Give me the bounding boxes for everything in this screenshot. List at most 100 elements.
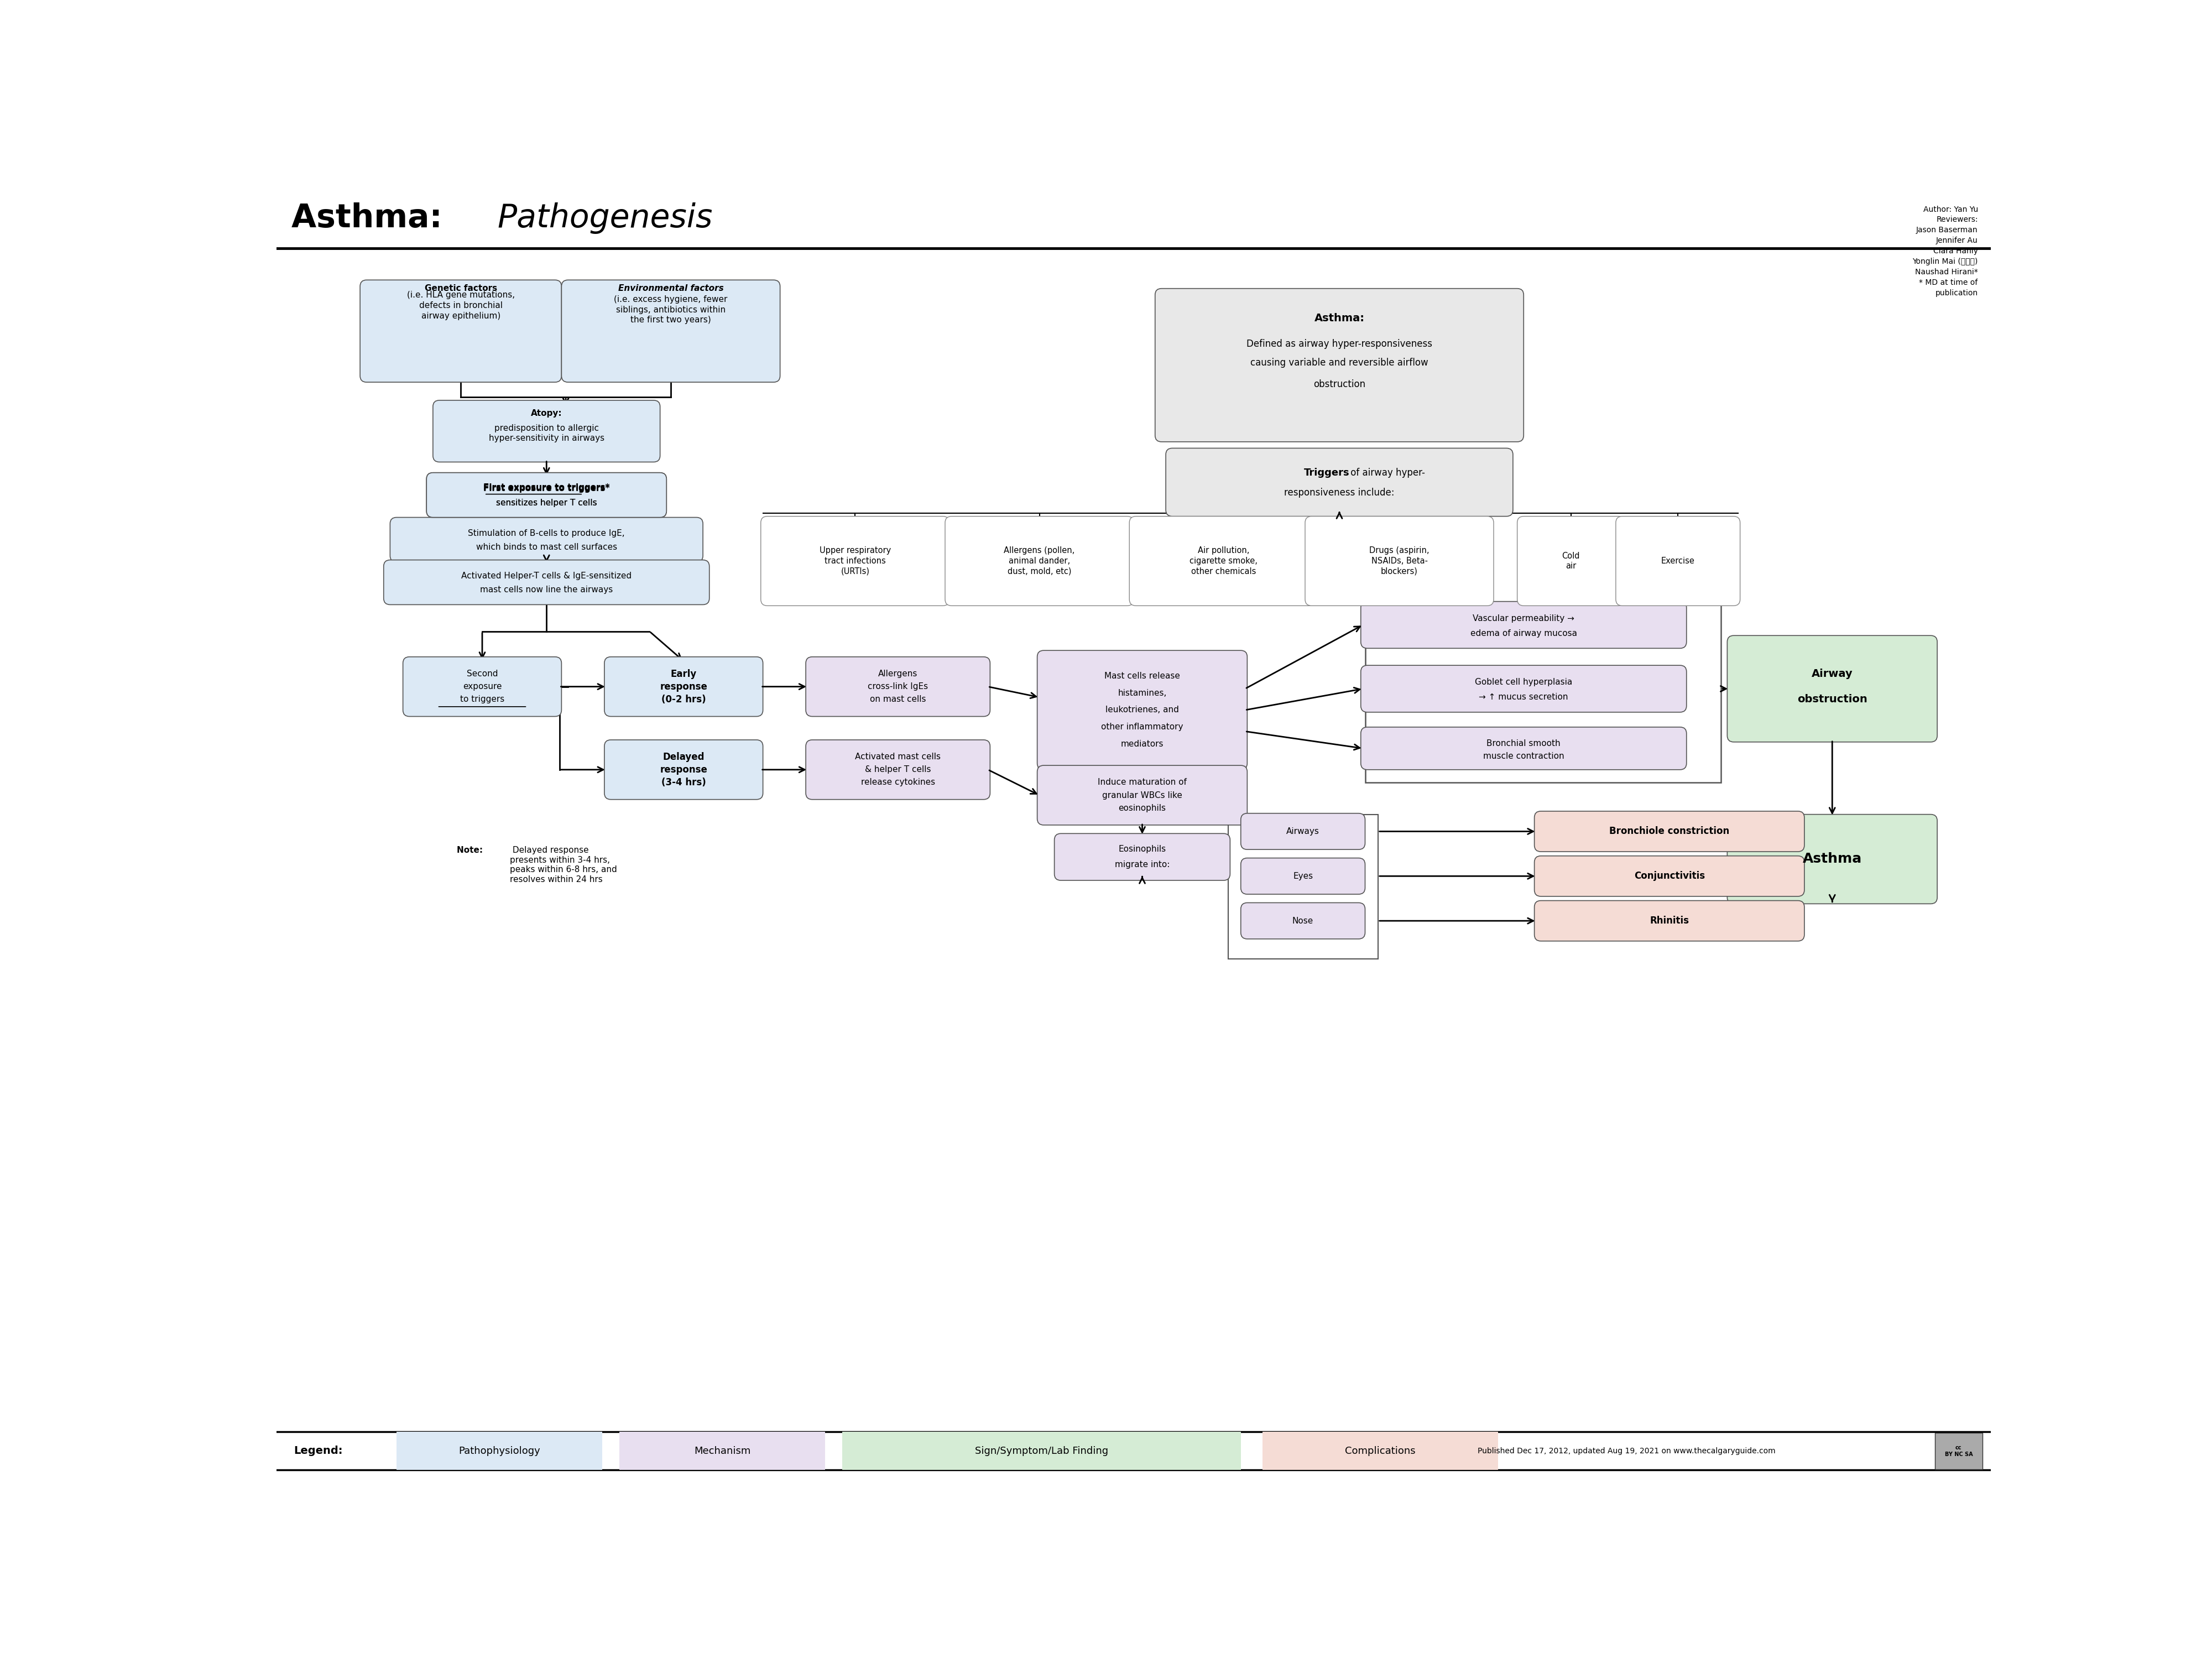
Text: Cold
air: Cold air (1562, 552, 1579, 571)
FancyBboxPatch shape (396, 1432, 602, 1470)
Text: Asthma:: Asthma: (1314, 314, 1365, 324)
FancyBboxPatch shape (1241, 902, 1365, 939)
FancyBboxPatch shape (945, 516, 1133, 606)
Text: Atopy:: Atopy: (531, 410, 562, 418)
Text: edema of airway mucosa: edema of airway mucosa (1471, 629, 1577, 637)
Text: Sign/Symptom/Lab Finding: Sign/Symptom/Lab Finding (975, 1447, 1108, 1457)
Text: Published Dec 17, 2012, updated Aug 19, 2021 on www.thecalgaryguide.com: Published Dec 17, 2012, updated Aug 19, … (1478, 1447, 1776, 1455)
FancyBboxPatch shape (1535, 901, 1805, 941)
FancyBboxPatch shape (1263, 1432, 1498, 1470)
Text: other inflammatory: other inflammatory (1102, 723, 1183, 732)
Text: sensitizes helper T cells: sensitizes helper T cells (495, 499, 597, 508)
Text: predisposition to allergic
hyper-sensitivity in airways: predisposition to allergic hyper-sensiti… (489, 425, 604, 443)
Text: Airways: Airways (1287, 828, 1321, 836)
Text: Conjunctivitis: Conjunctivitis (1635, 871, 1705, 881)
Text: muscle contraction: muscle contraction (1482, 752, 1564, 760)
Text: histamines,: histamines, (1117, 688, 1166, 697)
FancyBboxPatch shape (434, 400, 659, 461)
Text: & helper T cells: & helper T cells (865, 765, 931, 773)
FancyBboxPatch shape (562, 280, 781, 382)
Text: Note:: Note: (456, 846, 484, 854)
Text: Author: Yan Yu
Reviewers:
Jason Baserman
Jennifer Au
Ciara Hanly
Yonglin Mai (麦泳: Author: Yan Yu Reviewers: Jason Baserman… (1913, 206, 1978, 297)
Text: Induce maturation of: Induce maturation of (1097, 778, 1186, 786)
FancyBboxPatch shape (604, 657, 763, 717)
Text: (3-4 hrs): (3-4 hrs) (661, 778, 706, 788)
FancyBboxPatch shape (1936, 1433, 1982, 1470)
Text: eosinophils: eosinophils (1119, 805, 1166, 813)
FancyBboxPatch shape (1241, 858, 1365, 894)
Text: Triggers: Triggers (1303, 468, 1349, 478)
Text: granular WBCs like: granular WBCs like (1102, 791, 1181, 800)
FancyBboxPatch shape (1241, 813, 1365, 849)
Text: Nose: Nose (1292, 917, 1314, 926)
FancyBboxPatch shape (1037, 765, 1248, 825)
Text: Activated mast cells: Activated mast cells (856, 753, 940, 761)
Text: responsiveness include:: responsiveness include: (1285, 488, 1394, 498)
Text: Delayed: Delayed (664, 752, 703, 761)
Text: Allergens: Allergens (878, 670, 918, 679)
FancyBboxPatch shape (1360, 665, 1686, 712)
Text: Genetic factors: Genetic factors (425, 284, 498, 292)
FancyBboxPatch shape (383, 561, 710, 604)
Text: First exposure to triggers*: First exposure to triggers* (482, 483, 611, 491)
FancyBboxPatch shape (1728, 815, 1938, 904)
Text: Environmental factors: Environmental factors (617, 284, 723, 292)
Text: Rhinitis: Rhinitis (1650, 916, 1690, 926)
Text: Asthma:: Asthma: (292, 202, 453, 234)
Text: (0-2 hrs): (0-2 hrs) (661, 695, 706, 705)
Text: on mast cells: on mast cells (869, 695, 927, 703)
Text: Vascular permeability →: Vascular permeability → (1473, 614, 1575, 622)
FancyBboxPatch shape (1130, 516, 1318, 606)
FancyBboxPatch shape (1166, 448, 1513, 516)
FancyBboxPatch shape (1305, 516, 1493, 606)
Text: Second: Second (467, 670, 498, 679)
FancyBboxPatch shape (1535, 811, 1805, 851)
FancyBboxPatch shape (805, 740, 991, 800)
Text: which binds to mast cell surfaces: which binds to mast cell surfaces (476, 542, 617, 551)
FancyBboxPatch shape (604, 740, 763, 800)
Text: cross-link IgEs: cross-link IgEs (867, 682, 929, 690)
Text: Goblet cell hyperplasia: Goblet cell hyperplasia (1475, 679, 1573, 687)
FancyBboxPatch shape (1728, 635, 1938, 742)
Text: Allergens (pollen,
animal dander,
dust, mold, etc): Allergens (pollen, animal dander, dust, … (1004, 546, 1075, 576)
Text: Upper respiratory
tract infections
(URTIs): Upper respiratory tract infections (URTI… (818, 546, 891, 576)
Text: mast cells now line the airways: mast cells now line the airways (480, 586, 613, 594)
Text: Mechanism: Mechanism (695, 1447, 750, 1457)
Text: Bronchiole constriction: Bronchiole constriction (1610, 826, 1730, 836)
Text: of airway hyper-: of airway hyper- (1347, 468, 1425, 478)
Text: Air pollution,
cigarette smoke,
other chemicals: Air pollution, cigarette smoke, other ch… (1190, 546, 1259, 576)
Text: → ↑ mucus secretion: → ↑ mucus secretion (1480, 693, 1568, 702)
Text: migrate into:: migrate into: (1115, 861, 1170, 869)
Text: Asthma: Asthma (1803, 853, 1863, 866)
FancyBboxPatch shape (1360, 602, 1686, 649)
Text: Pathogenesis: Pathogenesis (498, 202, 712, 234)
Text: release cytokines: release cytokines (860, 778, 936, 786)
FancyBboxPatch shape (1155, 289, 1524, 441)
Text: (i.e. HLA gene mutations,
defects in bronchial
airway epithelium): (i.e. HLA gene mutations, defects in bro… (407, 290, 515, 320)
Text: response: response (659, 765, 708, 775)
FancyBboxPatch shape (361, 280, 562, 382)
Text: mediators: mediators (1121, 740, 1164, 748)
Text: First exposure to ̲t̲r̲i̲g̲g̲e̲r̲s̲*̲: First exposure to ̲t̲r̲i̲g̲g̲e̲r̲s̲*̲ (482, 484, 611, 493)
Text: obstruction: obstruction (1314, 380, 1365, 390)
FancyBboxPatch shape (1055, 833, 1230, 881)
FancyBboxPatch shape (427, 473, 666, 518)
Text: exposure: exposure (462, 682, 502, 690)
Text: Airway: Airway (1812, 669, 1854, 679)
FancyBboxPatch shape (1535, 856, 1805, 896)
Text: Stimulation of B-cells to produce IgE,: Stimulation of B-cells to produce IgE, (469, 529, 626, 538)
FancyBboxPatch shape (1615, 516, 1741, 606)
Text: Bronchial smooth: Bronchial smooth (1486, 740, 1562, 748)
Text: response: response (659, 682, 708, 692)
Text: Mast cells release: Mast cells release (1104, 672, 1179, 680)
FancyBboxPatch shape (427, 473, 666, 518)
FancyBboxPatch shape (403, 657, 562, 717)
Text: Defined as airway hyper-responsiveness: Defined as airway hyper-responsiveness (1248, 338, 1433, 348)
FancyBboxPatch shape (619, 1432, 825, 1470)
FancyBboxPatch shape (805, 657, 991, 717)
Text: First exposure to triggers*: First exposure to triggers* (482, 484, 611, 493)
FancyBboxPatch shape (843, 1432, 1241, 1470)
Text: Exercise: Exercise (1661, 557, 1694, 566)
Text: to triggers: to triggers (460, 695, 504, 703)
Text: causing variable and reversible airflow: causing variable and reversible airflow (1250, 358, 1429, 368)
